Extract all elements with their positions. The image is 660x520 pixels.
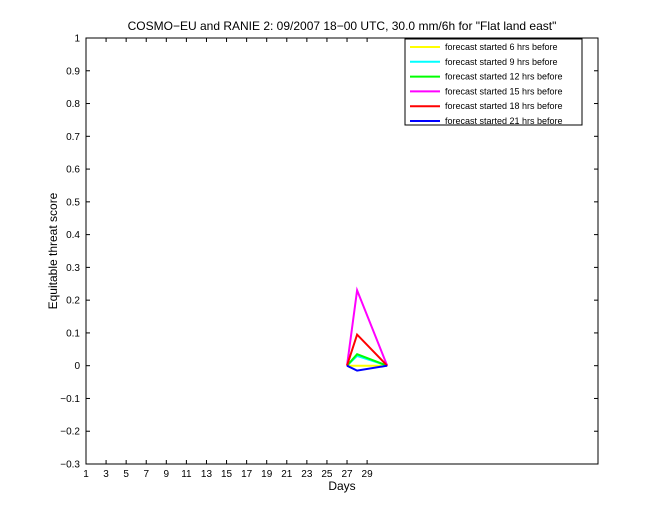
y-tick-label: 0.5	[66, 197, 80, 208]
x-tick-label: 1	[83, 469, 89, 480]
legend-box	[404, 38, 583, 126]
x-tick-label: 3	[103, 469, 109, 480]
y-tick-label: −0.1	[60, 394, 80, 405]
x-tick-label: 19	[261, 469, 273, 480]
x-tick-label: 7	[143, 469, 149, 480]
series-line	[346, 353, 388, 367]
legend-label: forecast started 9 hrs before	[445, 57, 558, 67]
y-tick-label: 0.9	[66, 66, 80, 77]
series-line	[346, 364, 388, 372]
legend-label: forecast started 21 hrs before	[445, 116, 563, 126]
x-axis: 1 3 5 7 9 11 13 15 17 19 21 23 25 27 29	[83, 38, 373, 480]
y-tick-label: −0.2	[60, 427, 80, 438]
x-tick-label: 5	[123, 469, 129, 480]
x-tick-label: 9	[164, 469, 170, 480]
x-tick-label: 25	[321, 469, 333, 480]
y-tick-label: 0.7	[66, 132, 80, 143]
x-tick-label: 13	[201, 469, 213, 480]
y-tick-label: −0.3	[60, 460, 80, 471]
series-line	[346, 286, 389, 367]
x-tick-label: 29	[362, 469, 374, 480]
chart-title: COSMO−EU and RANIE 2: 09/2007 18−00 UTC,…	[128, 19, 557, 33]
y-tick-label: 0.8	[66, 99, 80, 110]
legend-label: forecast started 18 hrs before	[445, 101, 563, 111]
y-axis: −0.3 −0.2 −0.1 0 0.1 0.2 0.3 0.4 0.5 0.6 0.7 0.8 0.9…	[60, 34, 598, 471]
legend-label: forecast started 12 hrs before	[445, 72, 563, 82]
y-tick-label: 1	[74, 34, 80, 45]
legend-label: forecast started 15 hrs before	[445, 86, 563, 96]
y-axis-title: Equitable threat score	[46, 192, 60, 309]
x-tick-label: 17	[241, 469, 253, 480]
x-tick-label: 21	[281, 469, 293, 480]
y-tick-label: 0.2	[66, 296, 80, 307]
y-tick-label: 0.1	[66, 328, 80, 339]
x-tick-label: 23	[301, 469, 313, 480]
series-lines	[346, 286, 389, 372]
legend: forecast started 6 hrs before forecast st…	[404, 38, 583, 126]
y-tick-label: 0.4	[66, 230, 80, 241]
y-tick-label: 0	[74, 361, 80, 372]
y-tick-label: 0.3	[66, 263, 80, 274]
x-axis-title: Days	[328, 479, 355, 493]
series-line	[346, 332, 388, 367]
x-tick-label: 11	[181, 469, 192, 480]
x-tick-label: 27	[341, 469, 353, 480]
y-tick-label: 0.6	[66, 165, 80, 176]
x-tick-label: 15	[221, 469, 233, 480]
legend-label: forecast started 6 hrs before	[445, 42, 558, 52]
